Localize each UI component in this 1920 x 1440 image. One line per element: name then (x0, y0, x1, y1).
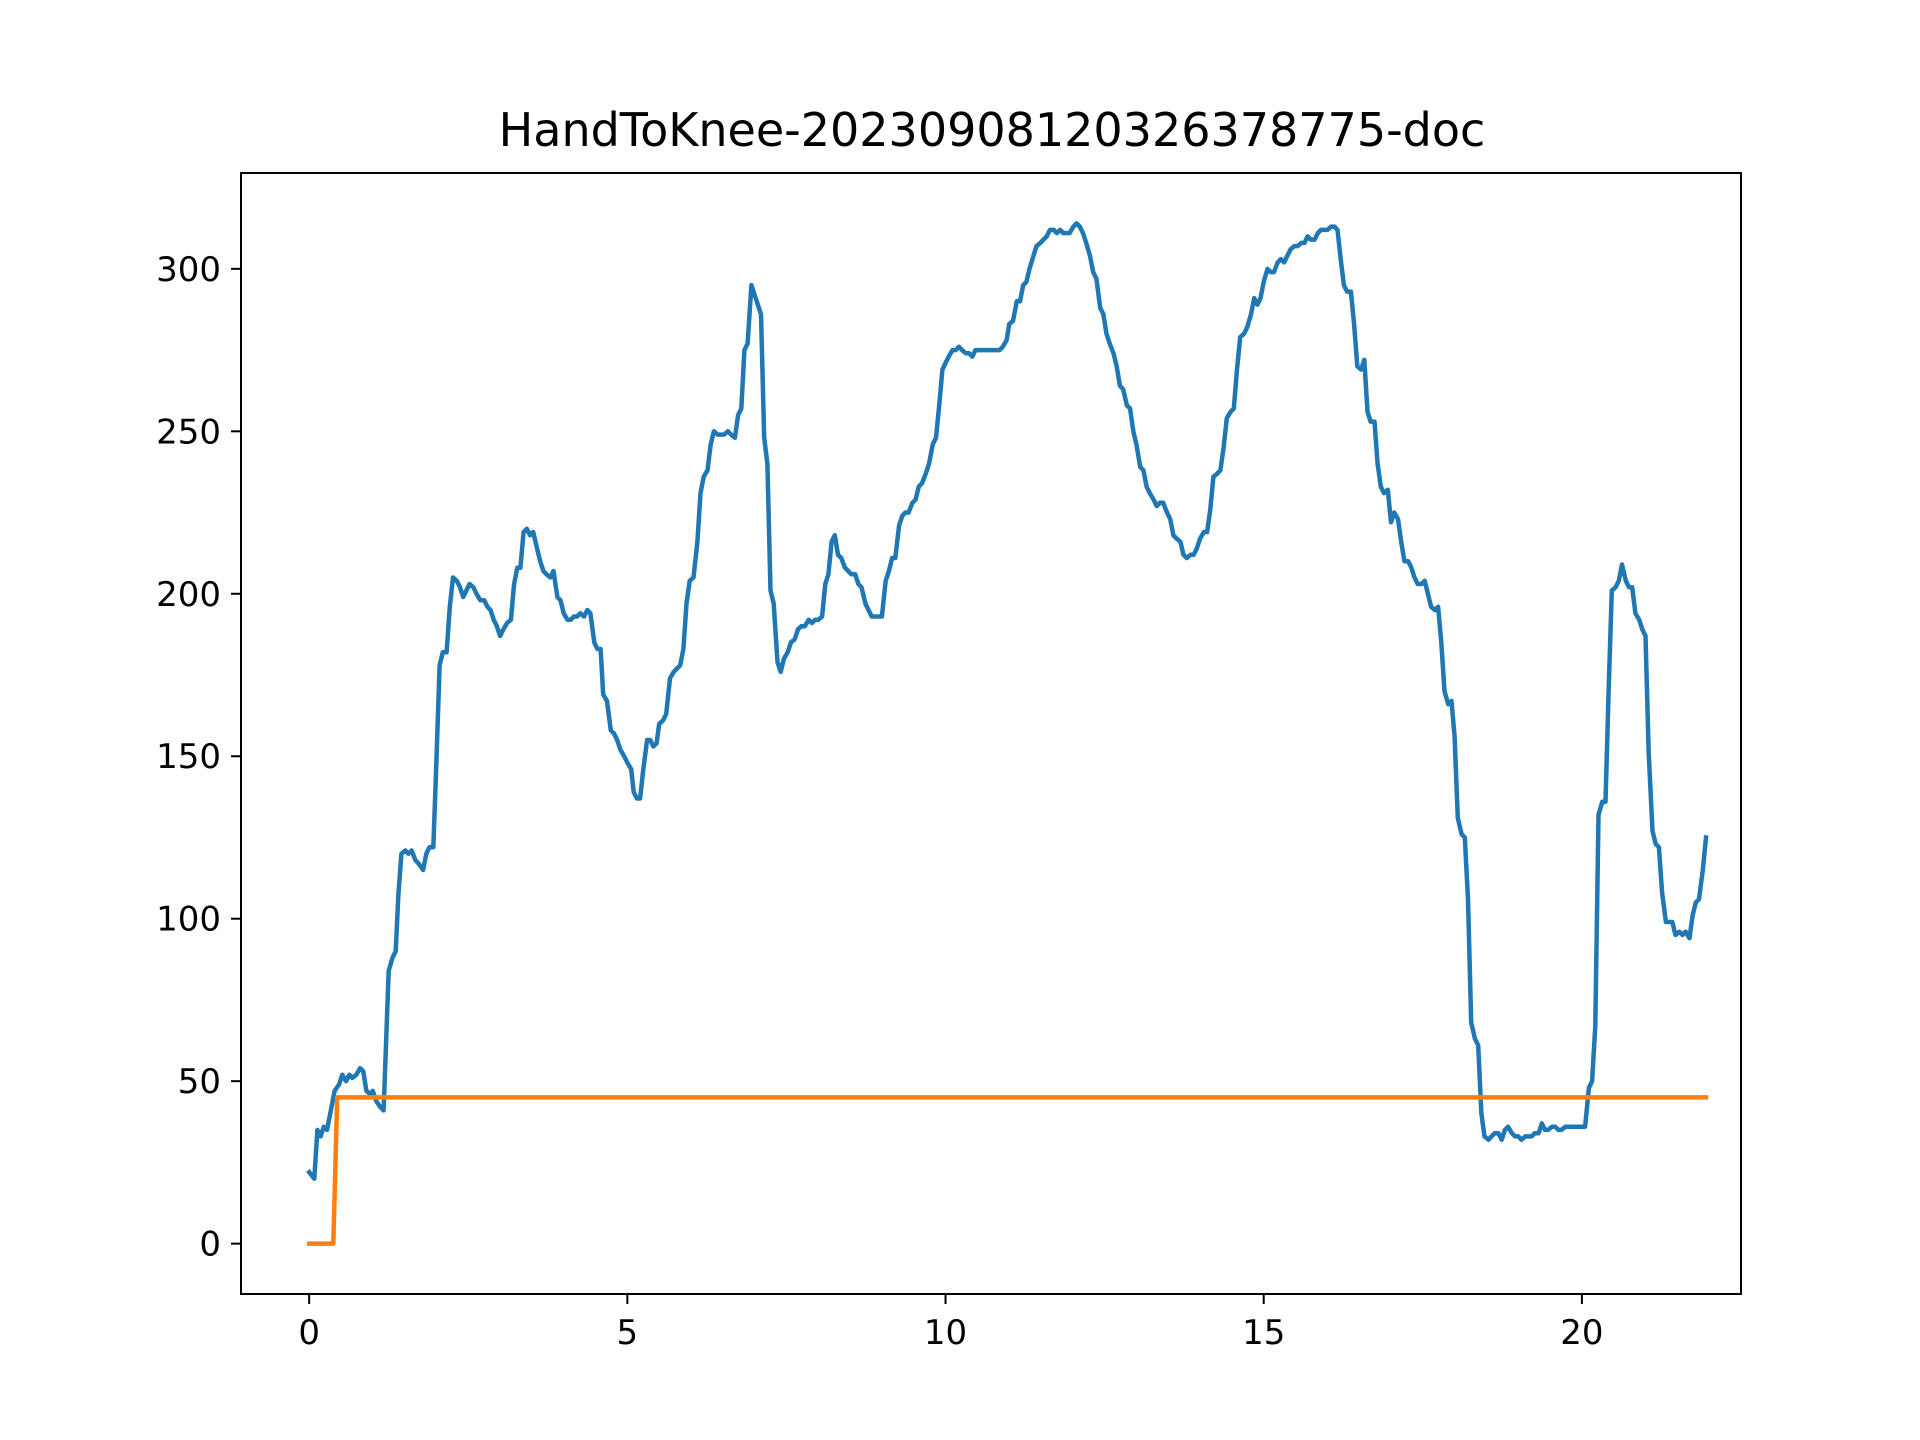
y-tick-label: 300 (156, 250, 221, 290)
x-tick-label: 15 (1242, 1313, 1285, 1353)
y-tick-label: 100 (156, 900, 221, 940)
y-tick-label: 150 (156, 737, 221, 777)
series-line-1 (306, 221, 1709, 1181)
x-tick-label: 10 (924, 1313, 967, 1353)
y-axis-ticks: 0 50 100 150 200 250 300 (156, 250, 241, 1265)
y-tick-label: 250 (156, 412, 221, 452)
x-tick-label: 20 (1560, 1313, 1603, 1353)
y-tick-label: 200 (156, 575, 221, 615)
x-tick-label: 0 (298, 1313, 320, 1353)
y-tick-label: 50 (178, 1062, 221, 1102)
series-line-2 (306, 1095, 1709, 1246)
x-axis-ticks: 0 5 10 15 20 (298, 1294, 1604, 1353)
chart-title: HandToKnee-20230908120326378775-doc (499, 103, 1486, 157)
series-layer (306, 221, 1709, 1246)
y-tick-label: 0 (199, 1225, 221, 1265)
plot-frame (240, 172, 1742, 1295)
x-tick-label: 5 (617, 1313, 639, 1353)
